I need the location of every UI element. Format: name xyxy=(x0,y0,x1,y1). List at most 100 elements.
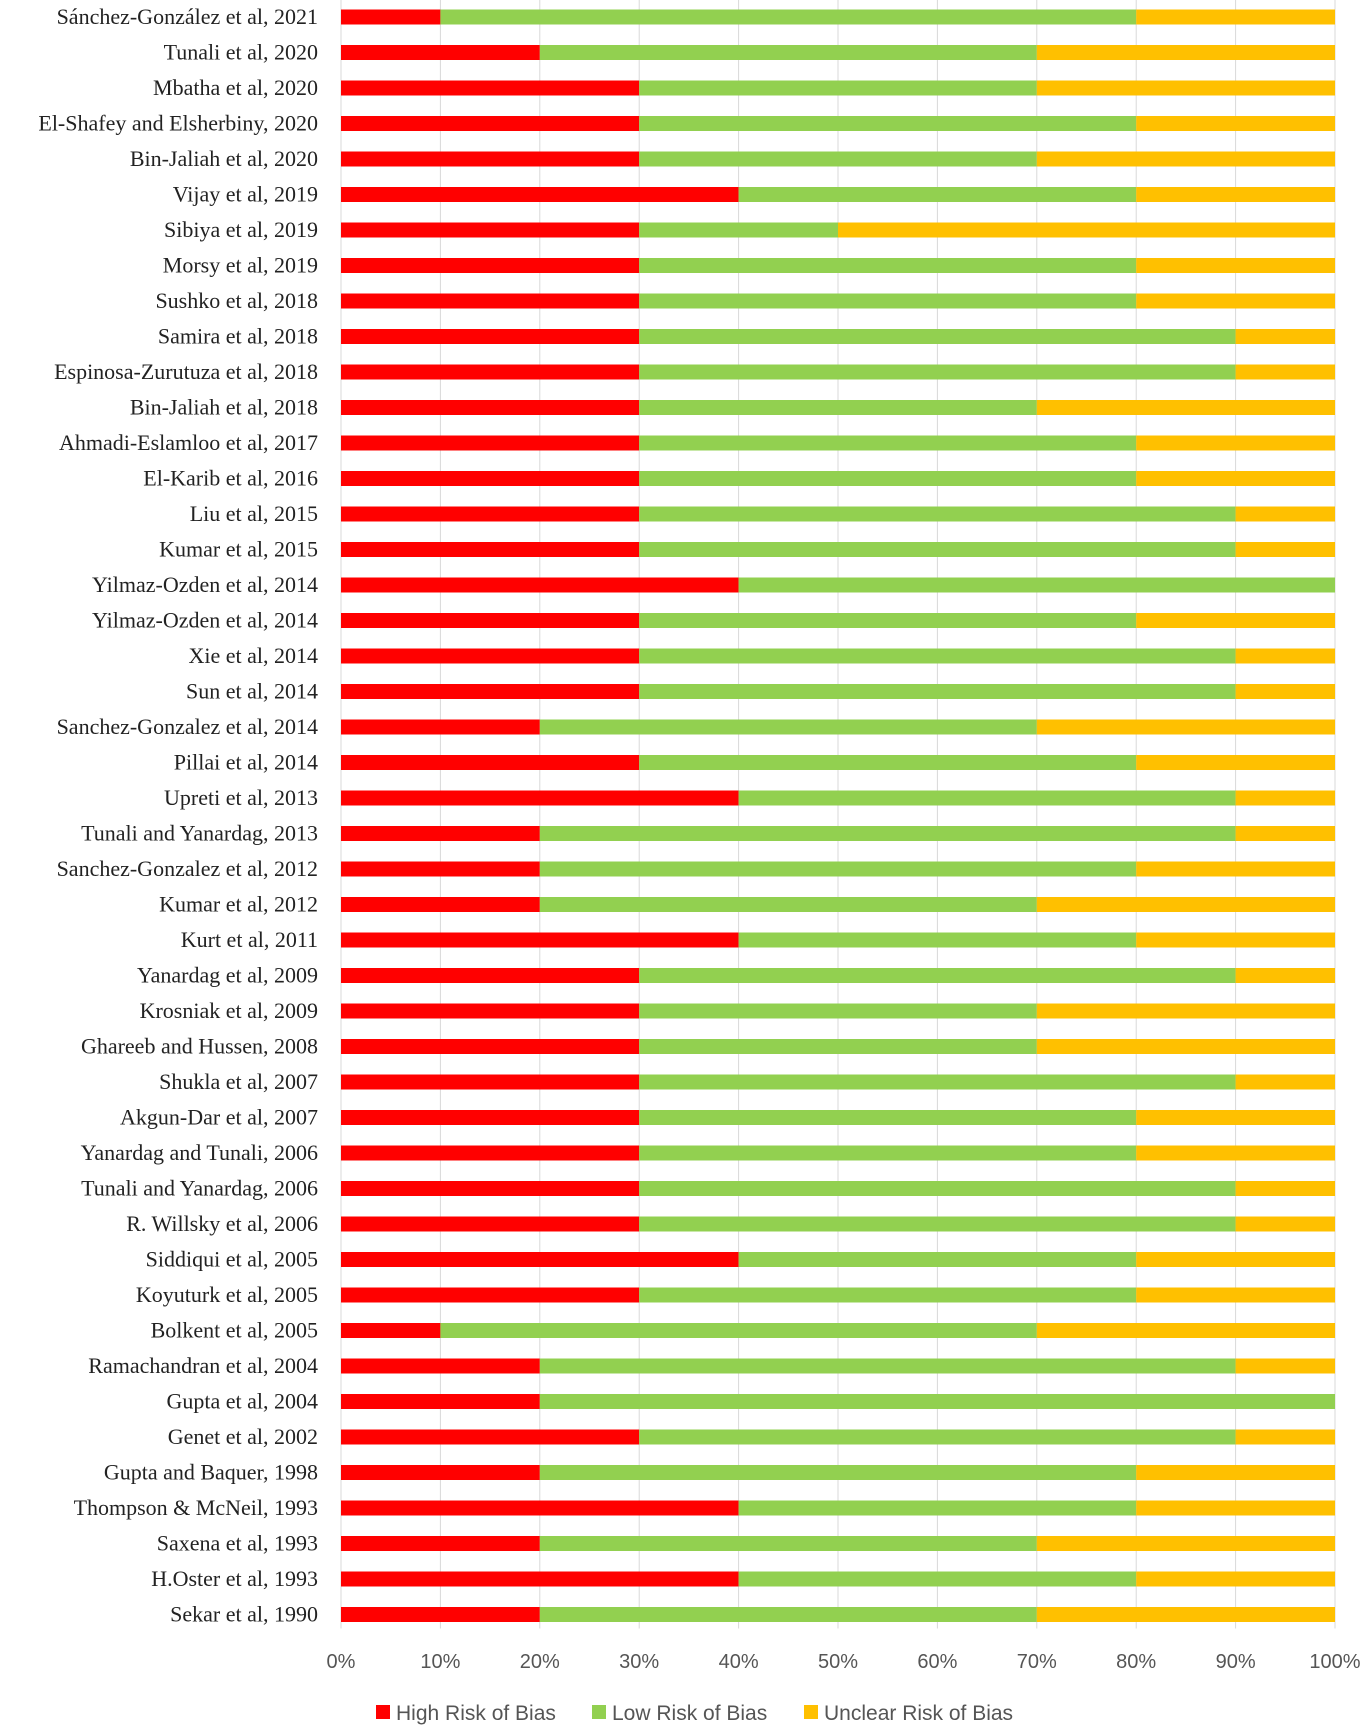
bar-segment-high-risk-of-bias xyxy=(341,1252,739,1267)
bar-segment-unclear-risk-of-bias xyxy=(1136,1287,1335,1303)
legend: High Risk of Bias Low Risk of Bias Unclear… xyxy=(376,1702,1013,1725)
bar-segment-low-risk-of-bias xyxy=(539,1358,1236,1374)
bar-segment-unclear-risk-of-bias xyxy=(1036,1039,1335,1054)
bar-segment-unclear-risk-of-bias xyxy=(1036,80,1335,96)
study-label: Mbatha et al, 2020 xyxy=(153,75,318,100)
bar-segment-unclear-risk-of-bias xyxy=(1235,826,1335,841)
bar-segment-low-risk-of-bias xyxy=(639,364,1236,380)
study-label: El-Karib et al, 2016 xyxy=(143,466,318,491)
bar-segment-high-risk-of-bias xyxy=(341,1216,640,1232)
bar-segment-high-risk-of-bias xyxy=(341,187,739,202)
study-label: Tunali and Yanardag, 2006 xyxy=(81,1176,318,1201)
x-tick-label: 90% xyxy=(1216,1651,1256,1673)
bar-segment-low-risk-of-bias xyxy=(639,1429,1236,1445)
bar-segment-high-risk-of-bias xyxy=(341,1465,540,1480)
bar-segment-high-risk-of-bias xyxy=(341,1394,540,1409)
bar-segment-low-risk-of-bias xyxy=(539,1394,1335,1409)
bar-segment-high-risk-of-bias xyxy=(341,151,640,167)
study-label: Sibiya et al, 2019 xyxy=(164,217,318,242)
bar-segment-high-risk-of-bias xyxy=(341,1429,640,1445)
bar-segment-high-risk-of-bias xyxy=(341,1039,640,1054)
study-label: Sanchez-Gonzalez et al, 2012 xyxy=(57,856,318,881)
bar-segment-unclear-risk-of-bias xyxy=(1235,1429,1335,1445)
bar-segment-low-risk-of-bias xyxy=(639,1074,1236,1090)
bar-segment-high-risk-of-bias xyxy=(341,258,640,273)
bar-segment-unclear-risk-of-bias xyxy=(1036,1003,1335,1019)
bar-segment-unclear-risk-of-bias xyxy=(1235,968,1335,983)
bars xyxy=(341,9,1335,1622)
gridlines xyxy=(340,0,1336,1629)
bar-segment-low-risk-of-bias xyxy=(639,293,1137,309)
bar-segment-high-risk-of-bias xyxy=(341,293,640,309)
bar-segment-low-risk-of-bias xyxy=(639,542,1236,557)
bar-segment-low-risk-of-bias xyxy=(639,1216,1236,1232)
x-tick-label: 80% xyxy=(1116,1651,1156,1673)
bar-segment-unclear-risk-of-bias xyxy=(1235,1216,1335,1232)
bar-segment-low-risk-of-bias xyxy=(639,80,1037,96)
bar-segment-unclear-risk-of-bias xyxy=(1235,790,1335,806)
bar-segment-unclear-risk-of-bias xyxy=(1136,1252,1335,1267)
study-label: Yilmaz-Ozden et al, 2014 xyxy=(92,572,318,597)
bar-segment-unclear-risk-of-bias xyxy=(1136,1500,1335,1516)
bar-segment-high-risk-of-bias xyxy=(341,329,640,344)
bar-segment-low-risk-of-bias xyxy=(639,613,1137,628)
bar-segment-unclear-risk-of-bias xyxy=(1235,1074,1335,1090)
bar-segment-unclear-risk-of-bias xyxy=(1235,364,1335,380)
bar-segment-unclear-risk-of-bias xyxy=(1136,9,1335,25)
study-label: Yanardag et al, 2009 xyxy=(137,963,318,988)
study-label: Thompson & McNeil, 1993 xyxy=(74,1495,318,1520)
bar-segment-unclear-risk-of-bias xyxy=(1136,861,1335,877)
study-label: Kumar et al, 2012 xyxy=(159,892,318,917)
bar-segment-low-risk-of-bias xyxy=(539,1465,1137,1480)
bar-segment-unclear-risk-of-bias xyxy=(1235,542,1335,557)
bar-segment-low-risk-of-bias xyxy=(639,684,1236,699)
bar-segment-high-risk-of-bias xyxy=(341,1500,739,1516)
study-label: Sun et al, 2014 xyxy=(186,679,318,704)
bar-segment-high-risk-of-bias xyxy=(341,684,640,699)
bar-segment-unclear-risk-of-bias xyxy=(1136,435,1335,451)
study-label: Samira et al, 2018 xyxy=(158,324,318,349)
bar-segment-unclear-risk-of-bias xyxy=(1235,684,1335,699)
bar-segment-low-risk-of-bias xyxy=(738,790,1236,806)
study-label: Upreti et al, 2013 xyxy=(164,785,318,810)
bar-segment-high-risk-of-bias xyxy=(341,577,739,593)
bar-segment-low-risk-of-bias xyxy=(639,1287,1137,1303)
bar-segment-low-risk-of-bias xyxy=(639,471,1137,486)
bar-segment-high-risk-of-bias xyxy=(341,9,441,25)
x-tick-label: 20% xyxy=(520,1651,560,1673)
bar-segment-high-risk-of-bias xyxy=(341,861,540,877)
bar-segment-low-risk-of-bias xyxy=(639,968,1236,983)
bar-segment-low-risk-of-bias xyxy=(738,1500,1137,1516)
study-label: Saxena et al, 1993 xyxy=(157,1531,318,1556)
legend-label: Low Risk of Bias xyxy=(612,1702,767,1725)
bar-segment-low-risk-of-bias xyxy=(639,116,1137,131)
study-label: R. Willsky et al, 2006 xyxy=(126,1211,318,1236)
study-label: Tunali and Yanardag, 2013 xyxy=(81,821,318,846)
legend-swatch xyxy=(804,1705,818,1719)
study-label: Siddiqui et al, 2005 xyxy=(146,1247,318,1272)
bar-segment-low-risk-of-bias xyxy=(539,45,1037,60)
bar-segment-low-risk-of-bias xyxy=(639,1039,1037,1054)
x-tick-label: 100% xyxy=(1309,1651,1360,1673)
study-label: Sanchez-Gonzalez et al, 2014 xyxy=(57,714,318,739)
x-axis-ticks: 0% 10% 20% 30% 40% 50% 60% 70% 80% 90% 100% xyxy=(327,1651,1361,1673)
bar-segment-high-risk-of-bias xyxy=(341,1003,640,1019)
bar-segment-high-risk-of-bias xyxy=(341,222,640,238)
bar-segment-unclear-risk-of-bias xyxy=(1036,1323,1335,1338)
bar-segment-high-risk-of-bias xyxy=(341,719,540,735)
study-label: Yanardag and Tunali, 2006 xyxy=(81,1140,318,1165)
x-tick-label: 30% xyxy=(619,1651,659,1673)
bar-segment-high-risk-of-bias xyxy=(341,400,640,415)
bar-segment-unclear-risk-of-bias xyxy=(1036,897,1335,912)
x-tick-label: 50% xyxy=(818,1651,858,1673)
study-label: Bin-Jaliah et al, 2020 xyxy=(130,146,318,171)
bar-segment-low-risk-of-bias xyxy=(639,1181,1236,1196)
bar-segment-high-risk-of-bias xyxy=(341,790,739,806)
study-label: Sushko et al, 2018 xyxy=(155,288,318,313)
bar-segment-high-risk-of-bias xyxy=(341,1571,739,1587)
study-label: Akgun-Dar et al, 2007 xyxy=(120,1105,318,1130)
study-label: Sekar et al, 1990 xyxy=(170,1602,318,1627)
bar-segment-unclear-risk-of-bias xyxy=(1235,1181,1335,1196)
bar-segment-high-risk-of-bias xyxy=(341,1181,640,1196)
